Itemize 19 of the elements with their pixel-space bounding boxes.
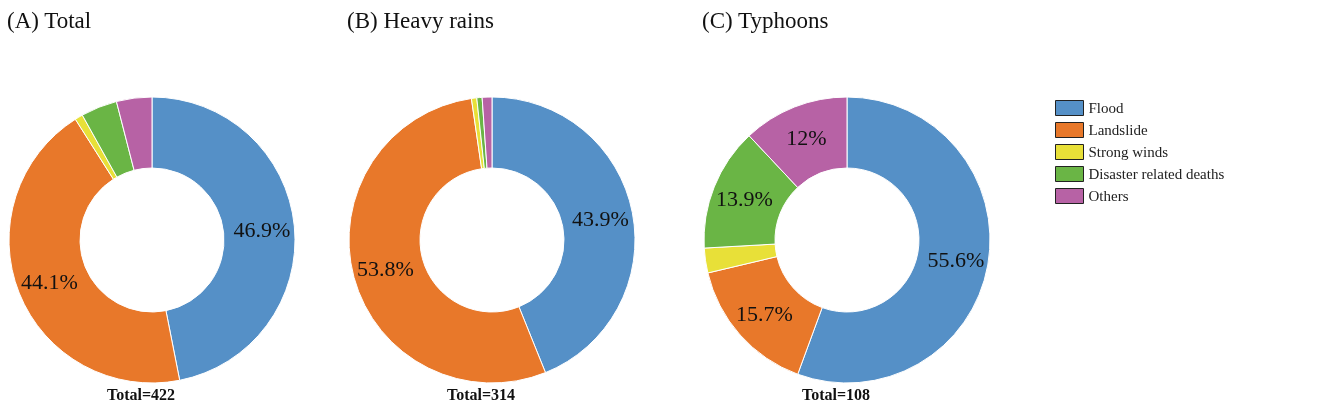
text: Total=314	[447, 385, 516, 403]
data-label: 46.9%	[233, 216, 291, 242]
data-label: 13.9%	[715, 186, 773, 212]
legend-label: Landslide	[1088, 122, 1148, 138]
data-label: 53.8%	[356, 256, 414, 282]
data-label: 43.9%	[572, 206, 629, 232]
legend-label: Disaster related deaths	[1088, 166, 1225, 182]
text: Total=422	[107, 385, 176, 403]
data-label: 55.6%	[927, 246, 985, 272]
chart-title: (C) Typhoons	[702, 8, 829, 33]
data-label: 15.7%	[735, 300, 793, 326]
data-label: 44.1%	[20, 268, 78, 294]
text: Total=108	[802, 385, 871, 403]
chart-title: (B) Heavy rains	[347, 8, 494, 33]
legend-label: Strong winds	[1088, 144, 1169, 160]
legend-label: Flood	[1088, 100, 1125, 116]
data-label: 12%	[786, 124, 827, 150]
chart-title: (A) Total	[7, 8, 92, 33]
legend-label: Others	[1088, 188, 1129, 204]
